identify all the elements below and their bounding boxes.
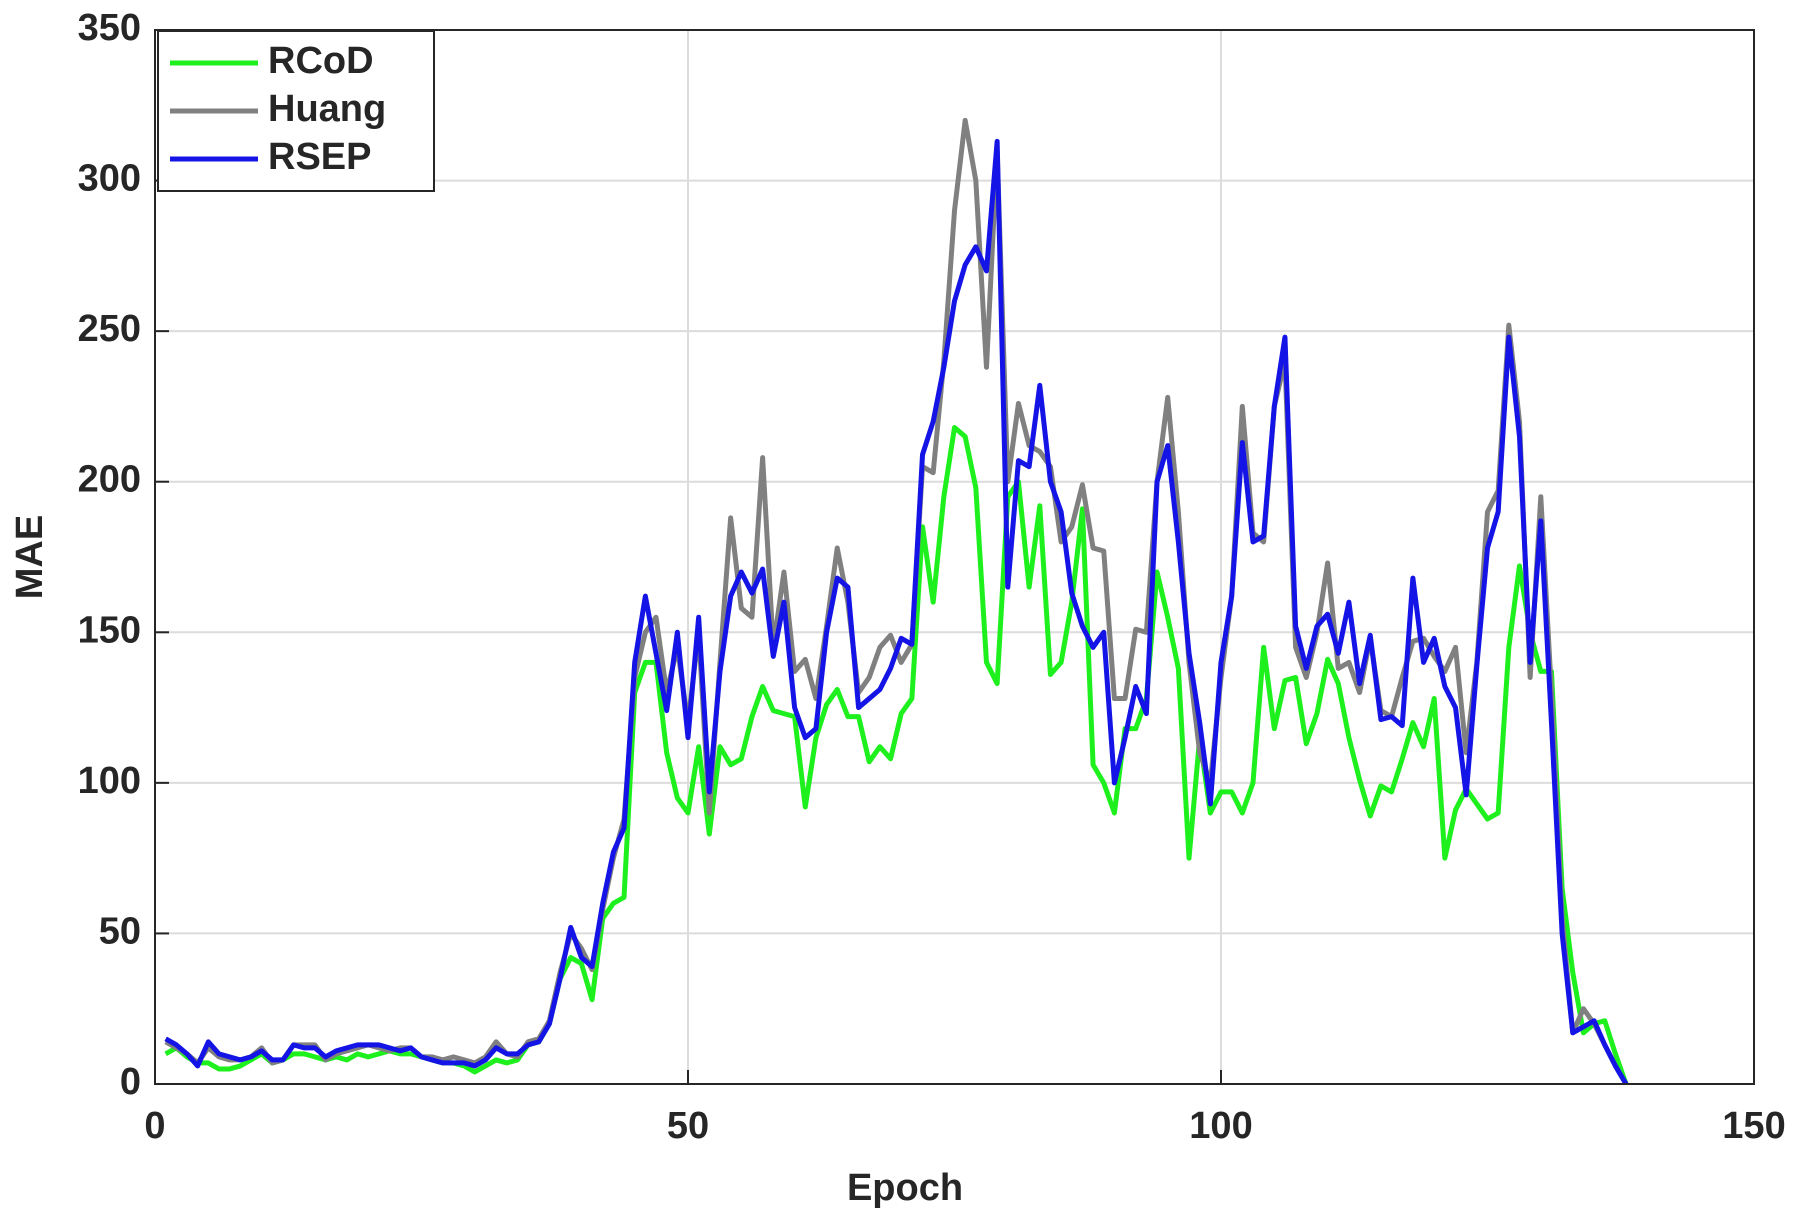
- y-tick-label: 100: [78, 760, 141, 802]
- y-tick-label: 0: [120, 1061, 141, 1103]
- x-tick-label: 50: [667, 1105, 709, 1147]
- y-axis-label: MAE: [9, 515, 51, 599]
- x-tick-label: 150: [1722, 1105, 1785, 1147]
- x-tick-label: 100: [1189, 1105, 1252, 1147]
- legend-label: Huang: [268, 88, 386, 130]
- legend-label: RSEP: [268, 136, 371, 178]
- x-axis-label: Epoch: [847, 1167, 963, 1209]
- legend-label: RCoD: [268, 40, 374, 82]
- data-line: [164, 138, 1629, 1086]
- plot-frame: [154, 29, 1755, 1085]
- legend: RCoD Huang RSEP: [157, 30, 435, 192]
- y-tick-label: 350: [78, 7, 141, 49]
- y-tick-label: 250: [78, 308, 141, 350]
- y-tick-label: 50: [99, 910, 141, 952]
- y-tick-label: 200: [78, 459, 141, 501]
- y-tick-label: 150: [78, 609, 141, 651]
- data-line: [164, 425, 1629, 1085]
- x-tick-label: 0: [144, 1105, 165, 1147]
- y-tick-label: 300: [78, 158, 141, 200]
